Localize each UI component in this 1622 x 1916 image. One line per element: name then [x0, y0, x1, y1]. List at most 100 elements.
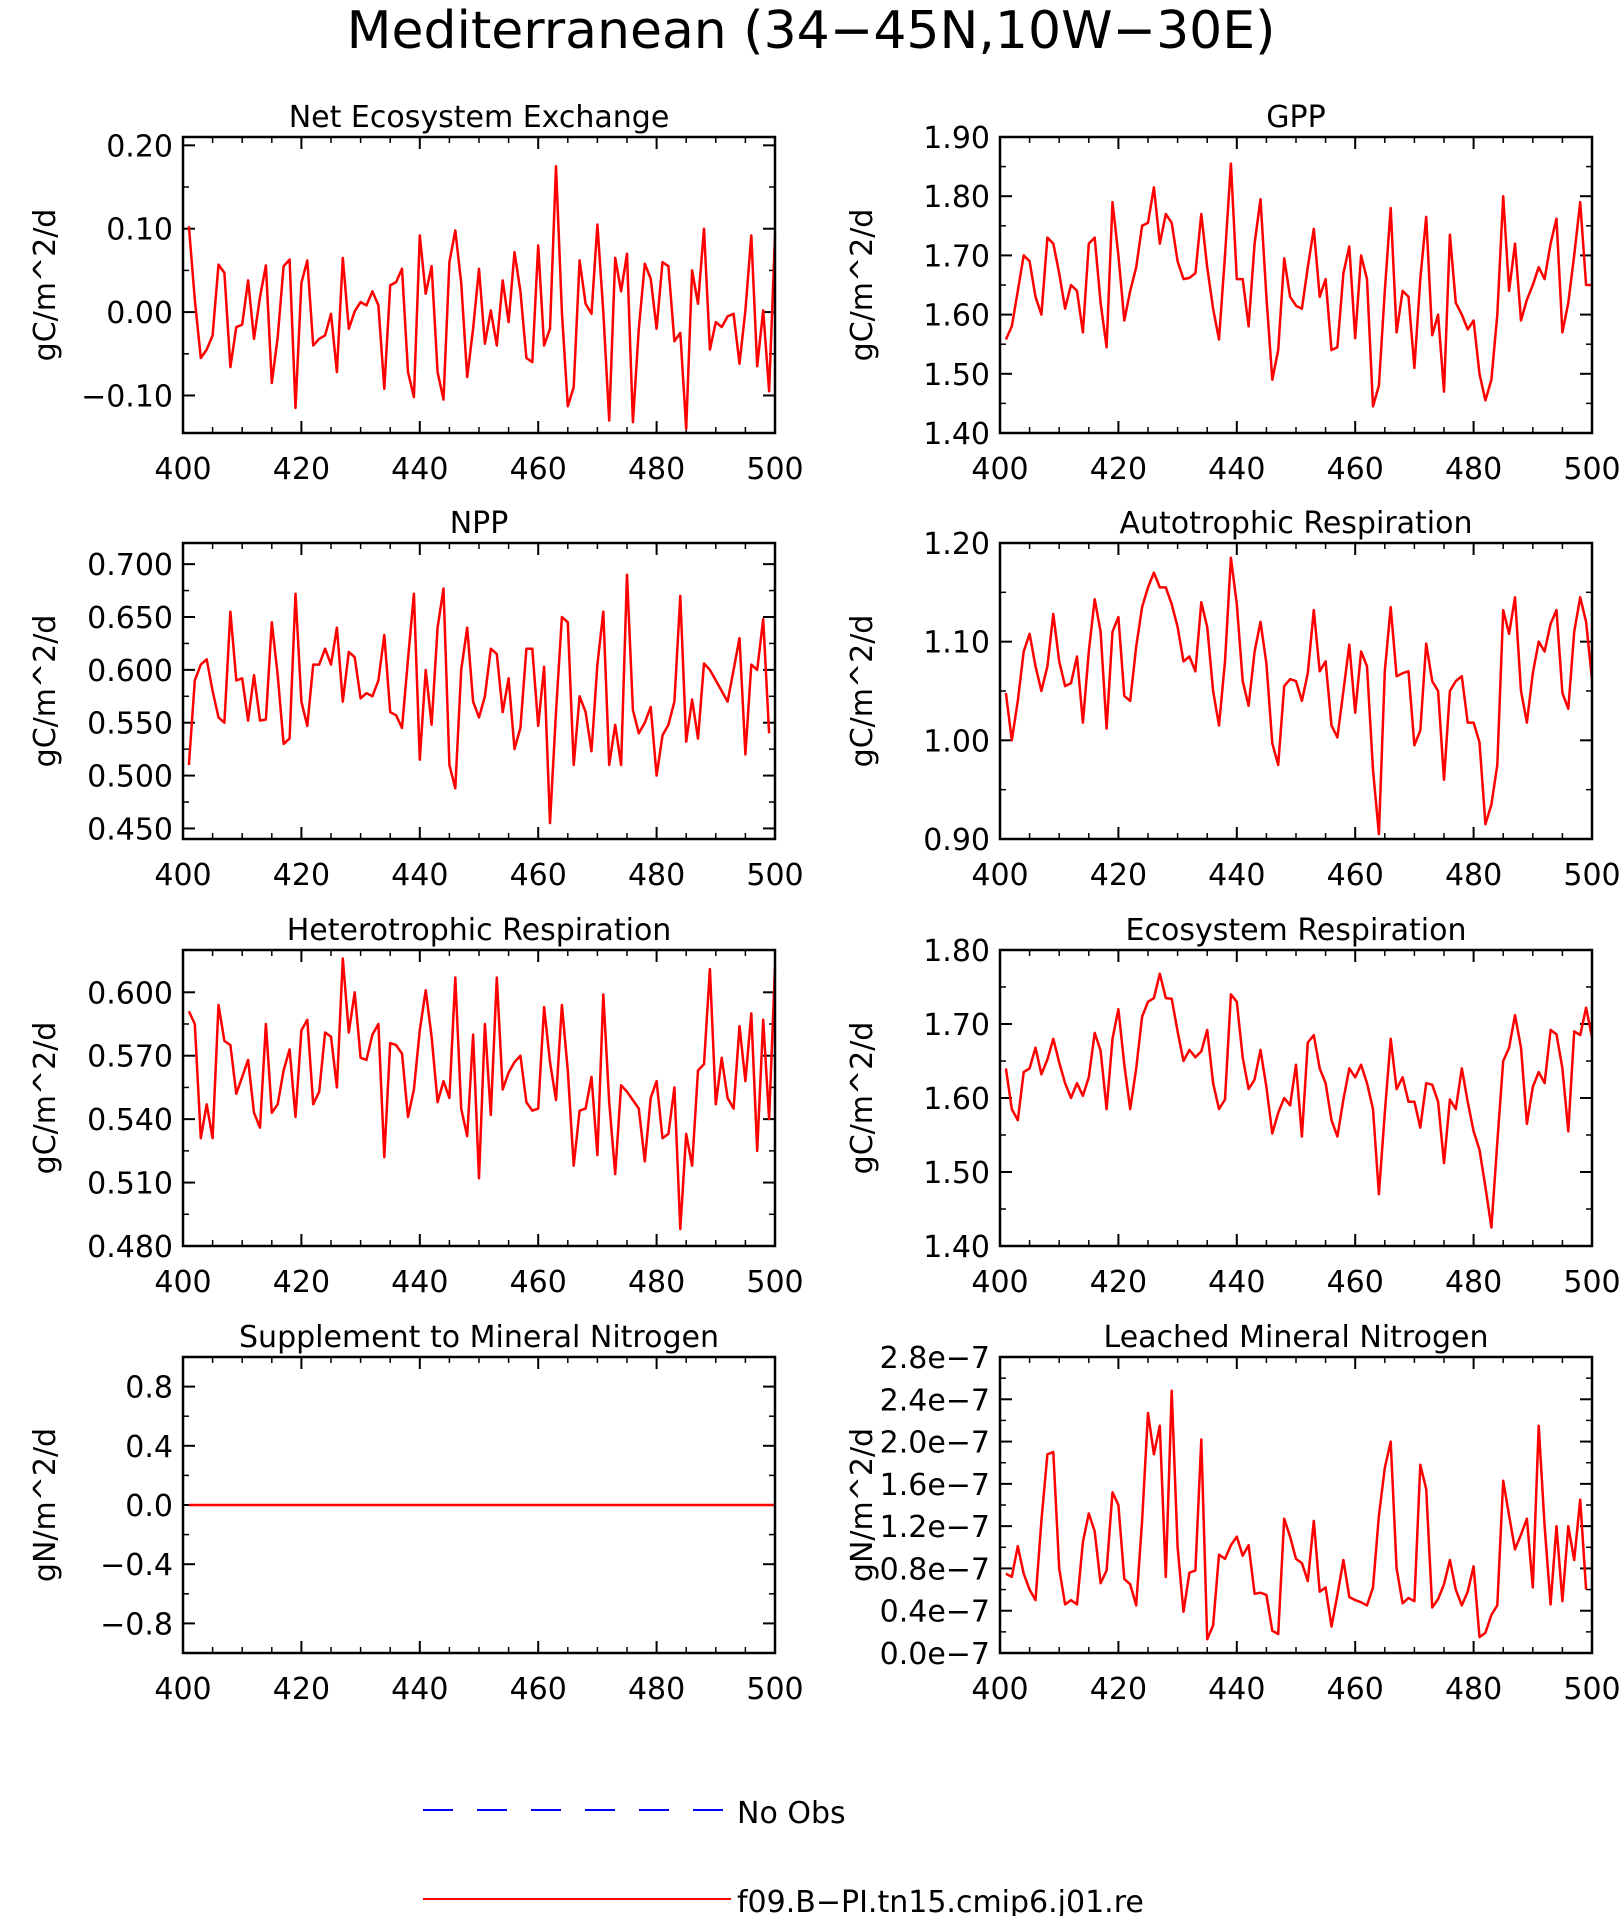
y-tick-label: 0.480 — [87, 1230, 173, 1265]
panel-title: NPP — [450, 506, 509, 541]
x-tick-label: 500 — [1563, 452, 1620, 487]
x-tick-label: 480 — [628, 1672, 685, 1707]
plot-frame — [998, 948, 1594, 1248]
x-tick-label: 400 — [971, 858, 1028, 893]
x-tick-label: 460 — [1327, 452, 1384, 487]
y-tick-label: 0.0e−7 — [880, 1637, 990, 1672]
x-tick-label: 440 — [1208, 1672, 1265, 1707]
y-tick-label: 1.70 — [923, 239, 990, 274]
x-tick-label: 420 — [1090, 452, 1147, 487]
panel-grid: Net Ecosystem Exchange gC/m^2/d 400 420 440 4… — [28, 100, 1621, 1707]
series-line — [1004, 162, 1592, 408]
y-tick-label: 0.10 — [106, 213, 173, 248]
y-tick-label: 1.90 — [923, 121, 990, 156]
y-tick-label: 1.50 — [923, 1156, 990, 1191]
y-tick-label: 0.540 — [87, 1103, 173, 1138]
panel-title: Net Ecosystem Exchange — [289, 100, 670, 135]
y-axis-label: gC/m^2/d — [845, 615, 880, 768]
panel-title: Ecosystem Respiration — [1126, 913, 1467, 948]
x-tick-label: 500 — [746, 1672, 803, 1707]
y-tick-label: 1.00 — [923, 724, 990, 759]
chart-panel-5: Heterotrophic Respiration gC/m^2/d 400 420 4… — [28, 913, 804, 1300]
x-tick-label: 400 — [154, 1672, 211, 1707]
figure-title: Mediterranean (34−45N,10W−30E) — [347, 1, 1276, 61]
x-tick-label: 460 — [510, 858, 567, 893]
x-tick-label: 420 — [1090, 858, 1147, 893]
x-tick-label: 500 — [1563, 1672, 1620, 1707]
y-tick-label: 2.8e−7 — [880, 1341, 990, 1376]
y-axis-label: gC/m^2/d — [28, 615, 63, 768]
series-line — [1004, 972, 1594, 1229]
series-line — [187, 957, 777, 1231]
y-tick-label: 0.20 — [106, 129, 173, 164]
x-tick-label: 480 — [1445, 1672, 1502, 1707]
y-tick-label: 0.90 — [923, 823, 990, 858]
y-tick-label: 0.8 — [125, 1371, 173, 1406]
x-tick-label: 420 — [273, 1265, 330, 1300]
y-tick-label: 1.6e−7 — [880, 1468, 990, 1503]
x-tick-label: 400 — [154, 1265, 211, 1300]
chart-panel-6: Ecosystem Respiration gC/m^2/d 400 420 440 46… — [845, 913, 1621, 1300]
chart-panel-7: Supplement to Mineral Nitrogen gN/m^2/d 40… — [28, 1320, 804, 1707]
y-tick-label: 0.450 — [87, 812, 173, 847]
series-line — [1004, 556, 1594, 836]
plot-frame — [181, 948, 777, 1248]
x-tick-label: 460 — [510, 452, 567, 487]
x-tick-label: 480 — [628, 1265, 685, 1300]
x-tick-label: 420 — [273, 452, 330, 487]
y-tick-label: −0.8 — [100, 1607, 173, 1642]
chart-panel-3: NPP gC/m^2/d 400 420 440 460 480 500 0.700 0.650 0… — [28, 506, 804, 893]
x-tick-label: 460 — [510, 1265, 567, 1300]
x-tick-label: 480 — [628, 858, 685, 893]
panel-title: Leached Mineral Nitrogen — [1104, 1320, 1489, 1355]
y-tick-label: 0.0 — [125, 1489, 173, 1524]
x-tick-label: 440 — [1208, 858, 1265, 893]
x-tick-label: 500 — [746, 858, 803, 893]
y-tick-label: 0.00 — [106, 296, 173, 331]
chart-panel-8: Leached Mineral Nitrogen gN/m^2/d 400 420 44… — [845, 1320, 1621, 1707]
y-tick-label: 1.40 — [923, 1230, 990, 1265]
series-line — [1005, 1389, 1588, 1641]
y-axis-label: gC/m^2/d — [845, 1022, 880, 1175]
plot-frame — [181, 135, 777, 435]
x-tick-label: 420 — [1090, 1672, 1147, 1707]
plot-frame — [998, 541, 1594, 841]
chart-panel-2: GPP gC/m^2/d 400 420 440 460 480 500 1.90 1.80 1.7… — [845, 100, 1621, 487]
y-tick-label: 0.4 — [125, 1430, 173, 1465]
x-tick-label: 500 — [746, 1265, 803, 1300]
y-tick-label: 1.2e−7 — [880, 1510, 990, 1545]
y-tick-label: −0.4 — [100, 1548, 173, 1583]
x-tick-label: 440 — [391, 1265, 448, 1300]
y-tick-label: 1.70 — [923, 1008, 990, 1043]
y-tick-label: 1.20 — [923, 527, 990, 562]
x-tick-label: 480 — [628, 452, 685, 487]
panel-title: Supplement to Mineral Nitrogen — [239, 1320, 719, 1355]
x-tick-label: 480 — [1445, 858, 1502, 893]
y-tick-label: 0.500 — [87, 760, 173, 795]
plot-frame — [998, 135, 1594, 435]
x-tick-label: 400 — [971, 452, 1028, 487]
x-tick-label: 400 — [154, 858, 211, 893]
y-axis-label: gC/m^2/d — [845, 209, 880, 362]
chart-panel-1: Net Ecosystem Exchange gC/m^2/d 400 420 440 4… — [28, 100, 804, 487]
y-tick-label: 0.570 — [87, 1040, 173, 1075]
y-axis-label: gC/m^2/d — [28, 1022, 63, 1175]
x-tick-label: 500 — [1563, 858, 1620, 893]
panel-title: GPP — [1266, 100, 1325, 135]
x-tick-label: 440 — [391, 452, 448, 487]
x-tick-label: 460 — [1327, 858, 1384, 893]
chart-panel-4: Autotrophic Respiration gC/m^2/d 400 420 440… — [845, 506, 1621, 893]
y-tick-label: 0.510 — [87, 1167, 173, 1202]
x-tick-label: 500 — [1563, 1265, 1620, 1300]
x-tick-label: 460 — [1327, 1265, 1384, 1300]
legend: No Obs f09.B−PI.tn15.cmip6.j01.re — [423, 1796, 1144, 1916]
plot-frame — [998, 1355, 1594, 1655]
panel-title: Heterotrophic Respiration — [287, 913, 672, 948]
x-tick-label: 400 — [971, 1265, 1028, 1300]
x-tick-label: 440 — [1208, 1265, 1265, 1300]
series-line — [187, 573, 771, 825]
legend-label-model: f09.B−PI.tn15.cmip6.j01.re — [737, 1885, 1144, 1916]
y-tick-label: 0.4e−7 — [880, 1595, 990, 1630]
y-tick-label: 1.60 — [923, 1082, 990, 1117]
